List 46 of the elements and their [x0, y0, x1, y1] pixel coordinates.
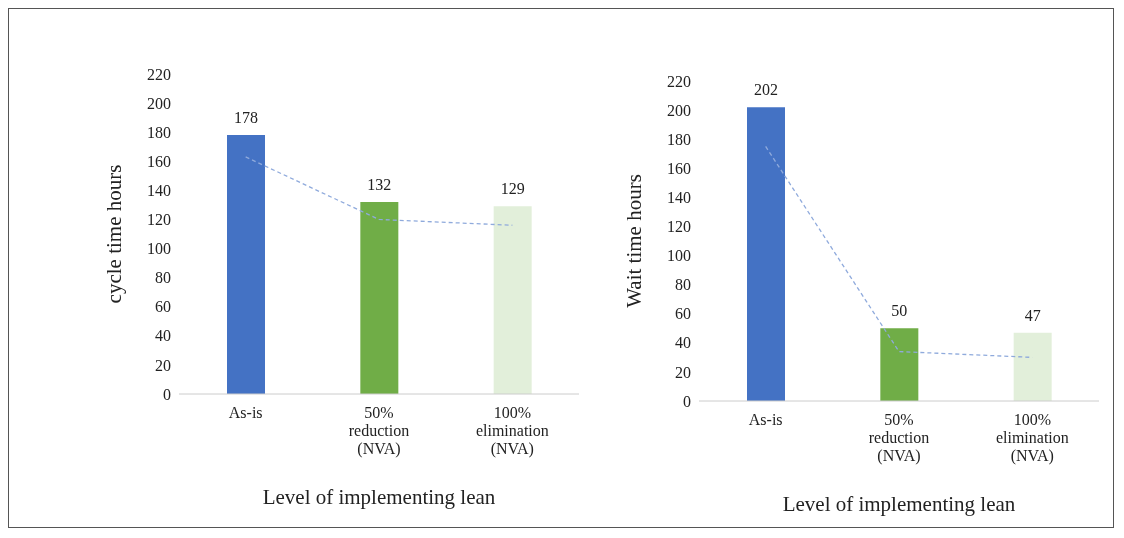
y-tick-label: 80 — [675, 276, 691, 294]
y-tick-label: 120 — [147, 211, 171, 229]
y-tick-label: 20 — [155, 356, 171, 374]
y-tick-label: 0 — [683, 392, 691, 410]
x-tick-label: 50% reduction (NVA) — [348, 404, 410, 458]
bar — [493, 206, 532, 394]
y-tick-label: 40 — [155, 327, 171, 345]
y-tick-label: 0 — [163, 385, 171, 403]
data-label: 129 — [500, 180, 525, 198]
y-tick-label: 180 — [667, 130, 691, 148]
y-tick-label: 220 — [667, 72, 691, 90]
y-tick-label: 160 — [667, 159, 691, 177]
y-axis-title: cycle time hours — [102, 164, 127, 304]
bar — [227, 135, 265, 394]
y-axis-title: Wait time hours — [622, 174, 647, 308]
bar — [747, 107, 785, 401]
y-tick-label: 60 — [155, 298, 171, 316]
y-tick-label: 40 — [675, 334, 691, 352]
x-axis-title: Level of implementing lean — [262, 485, 496, 509]
x-axis-title: Level of implementing lean — [782, 492, 1016, 516]
y-tick-label: 140 — [667, 189, 691, 207]
y-tick-label: 100 — [667, 247, 691, 265]
bar — [880, 328, 919, 401]
data-label: 178 — [234, 109, 258, 127]
data-label: 50 — [891, 302, 908, 320]
x-tick-label: 100% elimination (NVA) — [475, 404, 549, 458]
y-tick-label: 180 — [147, 123, 171, 141]
x-tick-label: 50% reduction (NVA) — [868, 411, 930, 465]
y-tick-label: 160 — [147, 152, 171, 170]
y-tick-label: 100 — [147, 240, 171, 258]
bar — [360, 202, 399, 394]
x-tick-label: 100% elimination (NVA) — [995, 411, 1069, 465]
data-label: 132 — [367, 176, 392, 193]
data-label: 202 — [754, 81, 778, 99]
y-tick-label: 200 — [667, 101, 691, 119]
y-tick-label: 60 — [675, 305, 691, 323]
bar — [1013, 332, 1052, 401]
y-tick-label: 120 — [667, 218, 691, 236]
x-tick-label: As-is — [228, 404, 263, 421]
y-tick-label: 200 — [147, 94, 171, 112]
x-tick-label: As-is — [748, 411, 783, 428]
y-tick-label: 20 — [675, 363, 691, 381]
y-tick-label: 80 — [155, 269, 171, 287]
y-tick-label: 220 — [147, 65, 171, 83]
y-tick-label: 140 — [147, 182, 171, 200]
data-label: 47 — [1024, 306, 1041, 324]
